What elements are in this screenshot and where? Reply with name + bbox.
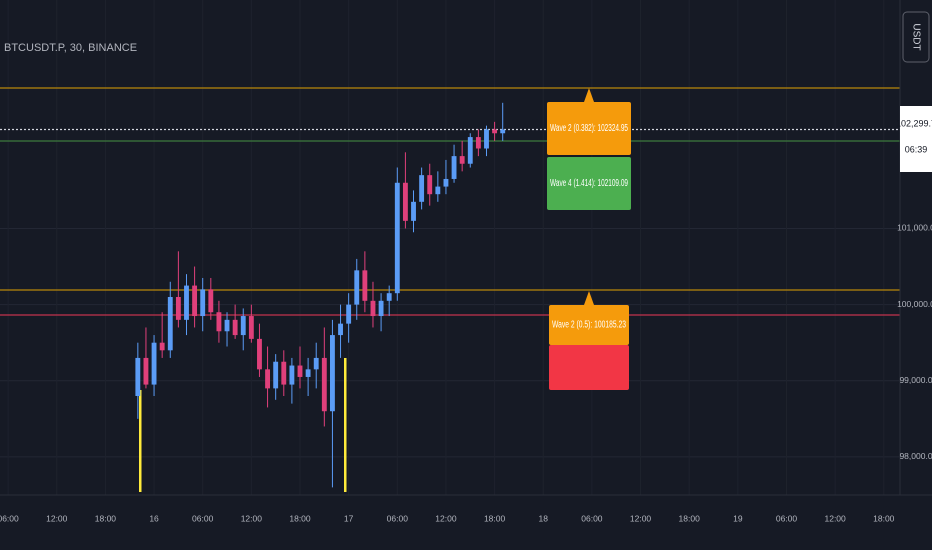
- candle-body: [184, 285, 189, 320]
- annotation-box: [547, 157, 631, 210]
- x-tick-label: 17: [344, 513, 354, 523]
- candle-body: [159, 342, 165, 351]
- currency-label[interactable]: USDT: [910, 23, 921, 50]
- annotation-text: Wave 2 (0.382): 102324.95: [550, 123, 628, 134]
- candle-body: [200, 289, 206, 317]
- candle-body: [362, 270, 368, 301]
- candle-body: [273, 361, 279, 389]
- candle-body: [224, 319, 230, 332]
- candle-body: [378, 300, 384, 317]
- candle-body: [484, 129, 489, 149]
- candle-body: [151, 342, 157, 385]
- candle-body: [257, 338, 262, 370]
- annotation-arrow: [584, 291, 594, 305]
- candle-body: [346, 304, 352, 324]
- candle-body: [354, 270, 360, 305]
- candle-body: [419, 175, 425, 202]
- candle-body: [175, 297, 181, 320]
- candle-body: [240, 316, 246, 336]
- candle-body: [305, 369, 311, 377]
- candle-body: [313, 357, 319, 370]
- annotation-box: [547, 102, 631, 155]
- candle-body: [492, 129, 498, 134]
- x-tick-label: 06:00: [0, 513, 19, 523]
- candle-body: [467, 137, 473, 164]
- candle-body: [451, 156, 457, 179]
- x-tick-label: 06:00: [192, 513, 214, 523]
- annotation-box: [549, 305, 629, 345]
- signal-bar: [139, 390, 142, 492]
- candle-body: [370, 300, 376, 317]
- x-tick-label: 18:00: [679, 513, 701, 523]
- y-tick-label: 98,000.0: [899, 451, 932, 461]
- candle-body: [281, 361, 287, 385]
- candle-body: [143, 357, 149, 385]
- candle-body: [232, 319, 238, 336]
- x-tick-label: 18:00: [289, 513, 311, 523]
- candles: [135, 102, 506, 488]
- annotation-text: Wave 4 (1.414): 102109.09: [550, 178, 628, 189]
- x-tick-label: 18:00: [484, 513, 506, 523]
- countdown: 06:39: [905, 144, 928, 154]
- candle-body: [167, 297, 173, 351]
- candle-body: [321, 357, 327, 412]
- candle-body: [216, 312, 222, 332]
- y-axis: 98,000.0 99,000.0 100,000.0 101,000.0: [897, 223, 932, 461]
- candle-body: [297, 365, 303, 377]
- x-tick-label: 18:00: [95, 513, 117, 523]
- y-tick-label: 99,000.0: [899, 375, 932, 385]
- candle-body: [411, 201, 416, 221]
- x-tick-label: 18: [539, 513, 549, 523]
- candle-body: [427, 175, 433, 195]
- x-tick-label: 12:00: [824, 513, 846, 523]
- candle-body: [475, 137, 481, 149]
- price-box: [900, 106, 932, 172]
- candle-body: [248, 316, 254, 339]
- candle-body: [435, 186, 441, 195]
- candle-body: [386, 293, 392, 301]
- x-tick-label: 06:00: [776, 513, 798, 523]
- levels: [0, 87, 900, 316]
- x-tick-label: 19: [733, 513, 743, 523]
- candle-body: [289, 365, 295, 385]
- candle-body: [208, 289, 214, 313]
- y-tick-label: 100,000.0: [897, 299, 932, 309]
- candle-body: [338, 323, 343, 336]
- annotation-text: Wave 2 (0.5): 100185.23: [552, 320, 626, 331]
- y-tick-label: 101,000.0: [897, 223, 932, 233]
- x-tick-label: 16: [149, 513, 159, 523]
- x-tick-label: 12:00: [435, 513, 457, 523]
- candle-body: [192, 285, 198, 317]
- annotation-box: [549, 345, 629, 390]
- currency-button[interactable]: [902, 11, 930, 63]
- grid: [0, 227, 900, 458]
- signal-bar: [344, 358, 347, 492]
- x-axis: 06:00 12:00 18:00 16 06:00 12:00 18:00 17 06:00 1…: [0, 513, 895, 523]
- candle-body: [459, 156, 465, 164]
- annotation-arrow: [584, 88, 594, 102]
- candle-body: [135, 357, 141, 396]
- x-tick-label: 12:00: [241, 513, 263, 523]
- candle-body: [500, 129, 506, 134]
- x-tick-label: 06:00: [581, 513, 603, 523]
- x-tick-label: 12:00: [46, 513, 68, 523]
- candle-body: [394, 182, 400, 294]
- x-tick-label: 18:00: [873, 513, 895, 523]
- annotations: Wave 2 (0.382): 102324.95 Wave 4 (1.414):…: [547, 88, 631, 345]
- x-tick-label: 12:00: [630, 513, 652, 523]
- x-tick-label: 06:00: [387, 513, 409, 523]
- candle-body: [265, 369, 270, 389]
- price-label: 102,299.7: [896, 118, 932, 128]
- symbol-title: BTCUSDT.P, 30, BINANCE: [4, 42, 137, 54]
- candle-body: [330, 335, 335, 412]
- candle-body: [402, 182, 408, 221]
- candle-body: [443, 178, 449, 187]
